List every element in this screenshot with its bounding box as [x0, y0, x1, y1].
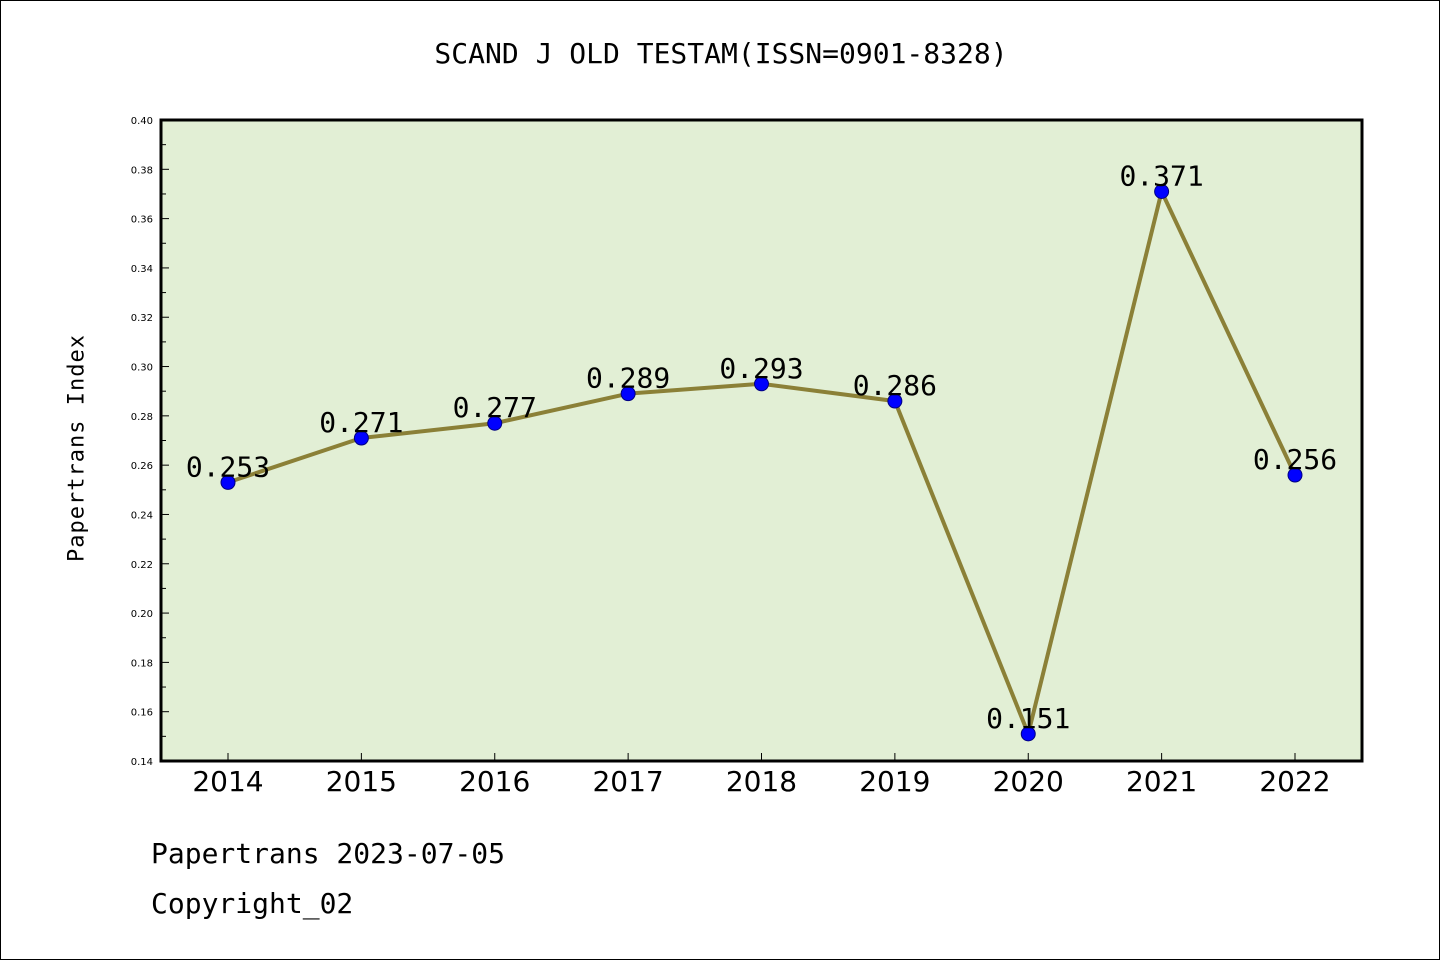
y-tick-label: 0.22: [131, 560, 153, 571]
data-label: 0.151: [986, 702, 1070, 735]
x-tick-label: 2022: [1259, 765, 1330, 798]
data-point: [220, 474, 236, 490]
data-point: [1020, 726, 1036, 742]
data-label: 0.253: [186, 450, 270, 483]
data-label: 0.293: [719, 352, 803, 385]
data-point: [887, 393, 903, 409]
x-tick-label: 2017: [592, 765, 663, 798]
data-point: [620, 386, 636, 402]
y-tick-label: 0.38: [131, 165, 153, 176]
data-label: 0.271: [319, 406, 403, 439]
data-label: 0.289: [586, 362, 670, 395]
x-tick-label: 2020: [993, 765, 1064, 798]
data-label: 0.286: [853, 369, 937, 402]
x-tick-label: 2019: [859, 765, 930, 798]
y-tick-label: 0.26: [131, 461, 153, 472]
data-point: [754, 376, 769, 392]
plot-area: [159, 118, 1364, 763]
y-tick-label: 0.32: [131, 313, 153, 324]
y-axis: 0.14 0.16 0.18 0.20 0.22 0.24 0.26 0.28 0.30 0.32…: [131, 116, 169, 768]
data-label: 0.371: [1119, 159, 1203, 192]
y-tick-label: 0.34: [131, 264, 153, 275]
data-point: [487, 415, 503, 431]
y-tick-label: 0.16: [131, 708, 153, 719]
data-label: 0.256: [1253, 443, 1337, 476]
x-tick-label: 2014: [192, 765, 263, 798]
data-point: [353, 430, 369, 446]
y-tick-label: 0.28: [131, 412, 153, 423]
x-axis: 2014 2015 2016 2017 2018 2019 2020 2021 2022: [192, 753, 1331, 798]
x-tick-label: 2018: [726, 765, 797, 798]
data-labels: 0.253 0.271 0.277 0.289 0.293 0.286 0.151 0.371…: [186, 159, 1337, 734]
y-tick-label: 0.20: [131, 609, 153, 620]
y-tick-label: 0.30: [131, 363, 153, 374]
y-tick-label: 0.36: [131, 215, 153, 226]
data-point: [1287, 467, 1303, 483]
data-point: [1154, 183, 1170, 199]
data-markers: [220, 183, 1303, 742]
y-tick-label: 0.18: [131, 658, 153, 669]
chart-title: SCAND J OLD TESTAM(ISSN=0901-8328): [434, 37, 1008, 70]
x-tick-label: 2021: [1126, 765, 1197, 798]
x-tick-label: 2016: [459, 765, 530, 798]
data-label: 0.277: [453, 391, 537, 424]
footer-date: Papertrans 2023-07-05: [151, 837, 506, 870]
y-tick-label: 0.40: [131, 116, 153, 127]
y-tick-label: 0.24: [131, 510, 153, 521]
y-tick-label: 0.14: [131, 757, 153, 768]
footer-copyright: Copyright_02: [151, 887, 354, 920]
x-tick-label: 2015: [326, 765, 397, 798]
